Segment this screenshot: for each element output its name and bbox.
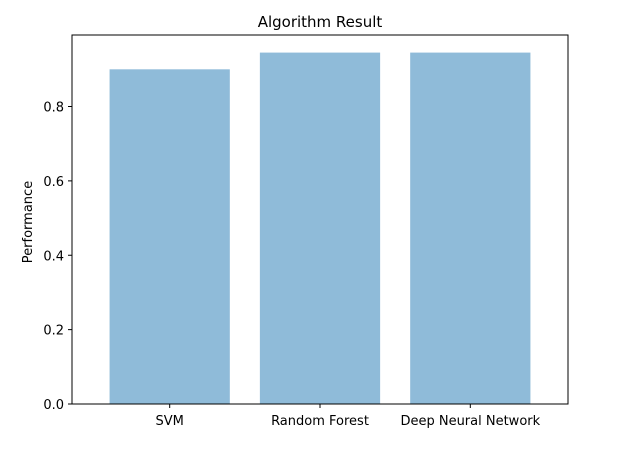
plot-frame — [71, 34, 569, 405]
bar-random-forest — [259, 52, 381, 404]
bar-svm — [109, 69, 230, 404]
y-tick-label: 0.2 — [43, 324, 64, 339]
bar-deep-neural-network — [410, 52, 531, 404]
x-ticks-group: SVM Random Forest Deep Neural Network — [156, 404, 541, 429]
bars-group — [109, 52, 531, 404]
chart-title: Algorithm Result — [258, 13, 383, 31]
y-tick-label: 0.8 — [43, 101, 64, 116]
y-tick-label: 0.6 — [43, 175, 64, 190]
y-axis-label: Performance — [21, 181, 36, 263]
y-tick-label: 0.0 — [43, 398, 64, 413]
x-tick-label: Random Forest — [271, 414, 369, 429]
y-ticks-group: 0.0 0.2 0.4 0.6 0.8 — [43, 101, 72, 413]
x-tick-label: SVM — [156, 414, 184, 429]
y-tick-label: 0.4 — [43, 249, 64, 264]
x-tick-label: Deep Neural Network — [400, 414, 540, 429]
